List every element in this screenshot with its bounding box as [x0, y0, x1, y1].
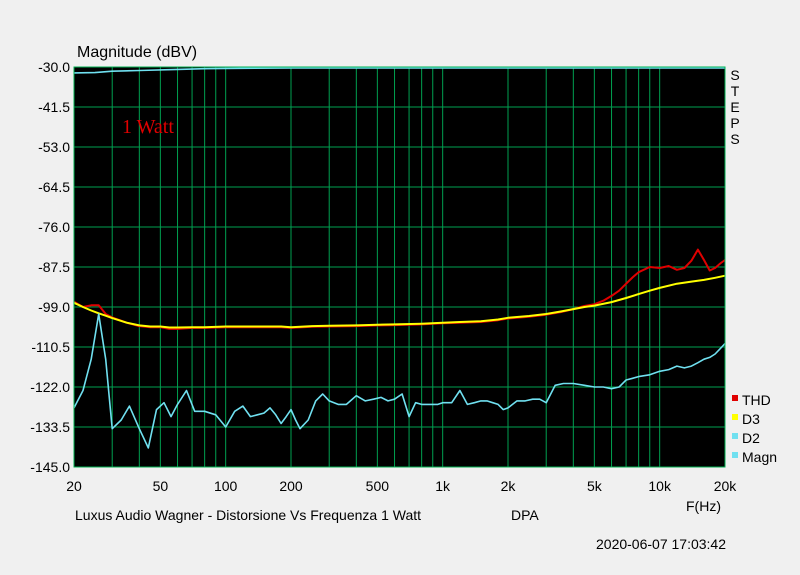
watt-annotation: 1 Watt [122, 116, 174, 138]
legend-swatch-thd [732, 395, 738, 401]
x-tick-label: 20 [66, 478, 82, 494]
x-tick-label: 500 [366, 478, 390, 494]
legend-label-d3: D3 [742, 411, 760, 427]
y-tick-label: -53.0 [38, 139, 70, 155]
legend-swatch-d3 [732, 414, 738, 420]
legend-swatch-magn [732, 452, 738, 458]
x-axis-label: F(Hz) [686, 498, 721, 514]
y-tick-label: -110.5 [31, 339, 70, 355]
x-tick-label: 50 [153, 478, 169, 494]
x-tick-label: 100 [214, 478, 238, 494]
series-line-magn [73, 67, 725, 74]
chart-title: Magnitude (dBV) [77, 44, 197, 61]
timestamp: 2020-06-07 17:03:42 [596, 536, 726, 552]
legend-label-thd: THD [742, 392, 771, 408]
series-lines [73, 67, 726, 449]
x-tick-label: 200 [279, 478, 303, 494]
caption-left: Luxus Audio Wagner - Distorsione Vs Freq… [75, 507, 421, 523]
x-tick-label: 2k [501, 478, 517, 494]
series-line-d2 [73, 313, 726, 449]
y-tick-label: -133.5 [30, 419, 70, 435]
x-tick-label: 10k [648, 478, 672, 494]
y-tick-label: -122.0 [30, 379, 70, 395]
y-tick-label: -64.5 [38, 179, 70, 195]
x-tick-label: 1k [435, 478, 451, 494]
series-line-d3 [73, 274, 726, 329]
y-tick-label: -76.0 [38, 219, 70, 235]
legend-label-d2: D2 [742, 430, 760, 446]
y-tick-label: -30.0 [38, 59, 70, 75]
y-tick-label: -99.0 [38, 299, 70, 315]
legend-label-magn: Magn [742, 449, 777, 465]
y-tick-label: -145.0 [30, 459, 70, 475]
plot-frame [73, 66, 726, 468]
x-tick-labels: 20 50 100 200 500 1k 2k 5k 10k 20k [66, 478, 737, 494]
y-tick-label: -41.5 [38, 99, 70, 115]
y-tick-label: -87.5 [38, 259, 70, 275]
caption-right: DPA [511, 507, 539, 523]
y-tick-labels: -30.0 -41.5 -53.0 -64.5 -76.0 -87.5 -99.0 -110.… [30, 59, 70, 475]
x-tick-label: 20k [714, 478, 738, 494]
x-tick-label: 5k [587, 478, 603, 494]
legend: THD D3 D2 Magn [732, 392, 777, 465]
legend-swatch-d2 [732, 433, 738, 439]
